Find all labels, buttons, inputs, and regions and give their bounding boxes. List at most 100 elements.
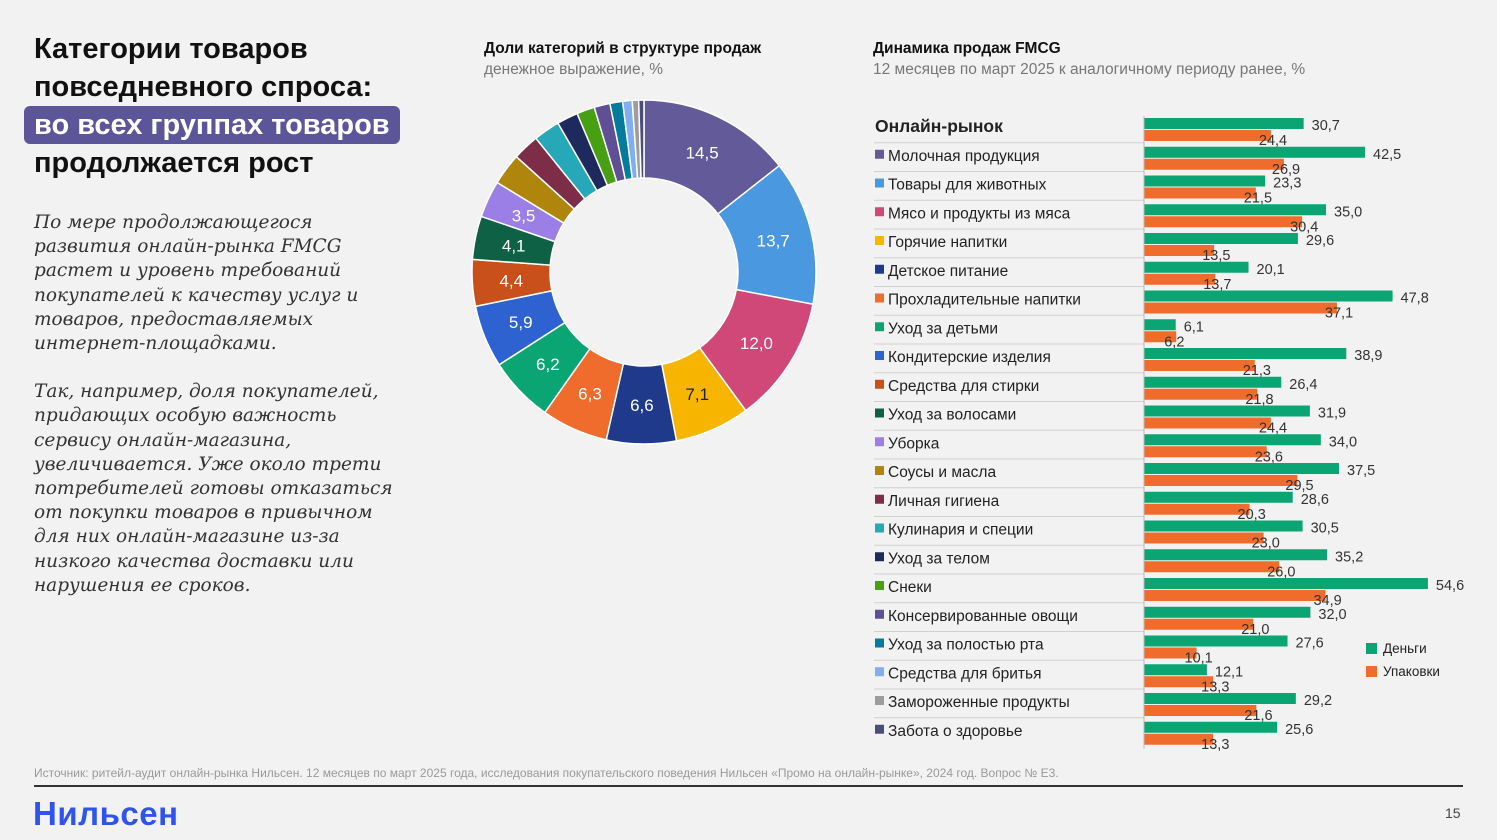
bar-units-label: 13,5 [1202,248,1230,264]
footer-divider [34,785,1463,787]
donut-slice [637,99,645,179]
bar-units [1144,388,1258,400]
category-label: Личная гигиена [888,493,1000,510]
title-line-1: Категории товаров [34,33,308,65]
title-line-2: повседневного спроса: [34,71,373,103]
bar-units [1144,158,1284,170]
bar-money [1144,693,1296,704]
source-note: Источник: ритейл-аудит онлайн-рынка Ниль… [34,766,1059,780]
bar-money-label: 34,0 [1329,434,1357,450]
category-swatch [875,552,884,562]
bar-money [1144,434,1321,446]
category-label: Уход за телом [888,550,990,567]
bar-units-label: 21,5 [1244,191,1272,207]
bar-money-label: 29,6 [1306,233,1334,249]
category-swatch [875,351,884,360]
legend-item-units: Упаковки [1366,664,1440,679]
bar-chart-subtitle: 12 месяцев по март 2025 к аналогичному п… [873,61,1306,78]
bar-units [1144,273,1216,285]
category-swatch [875,638,884,648]
bar-money-label: 30,5 [1311,521,1339,537]
bar-money [1144,635,1288,647]
category-label: Кулинария и специи [888,522,1033,539]
bar-units [1144,733,1214,745]
bar-money-label: 31,9 [1318,406,1346,422]
donut-slice-label: 7,1 [685,385,709,404]
bar-money [1144,721,1278,733]
category-swatch [875,379,884,389]
category-label: Горячие напитки [888,234,1007,251]
bar-units [1144,532,1264,544]
bar-money-label: 28,6 [1301,492,1329,508]
donut-chart: 14,5 13,7 12,0 7,1 6,6 6,3 6,2 5,9 4,4 4,1 3,5 [471,99,817,445]
bar-units [1144,475,1298,486]
donut-slice-label: 4,4 [499,272,523,291]
bar-units [1144,360,1255,371]
bar-units [1144,331,1177,343]
category-swatch [875,293,884,303]
category-swatch [875,724,884,734]
bar-money [1144,118,1304,129]
bar-money [1144,549,1328,561]
bar-units-label: 23,0 [1252,536,1280,552]
legend-item-money: Деньги [1366,641,1427,656]
bar-units [1144,705,1257,716]
category-label: Соусы и масла [888,464,996,481]
bar-money-label: 37,5 [1347,463,1375,479]
bar-money-label: 35,0 [1334,204,1362,220]
bar-units [1144,676,1214,688]
bar-units-label: 10,1 [1185,651,1213,667]
bar-units-label: 21,0 [1241,622,1269,638]
bar-money [1144,348,1347,359]
category-label: Товары для животных [888,177,1047,194]
bar-units [1144,590,1326,601]
bar-money [1144,405,1310,417]
bar-money [1144,463,1339,474]
category-swatch [875,494,884,504]
donut-slice-label: 5,9 [509,313,533,332]
bar-units-label: 24,4 [1259,421,1287,437]
intro-paragraph-2: Так, например, доля покупателей, придающ… [34,381,393,596]
bar-units-label: 6,2 [1164,334,1184,350]
bar-chart-title: Динамика продаж FMCG [873,40,1061,57]
category-swatch [875,523,884,533]
page-number: 15 [1445,805,1461,821]
bar-money-label: 35,2 [1335,549,1363,565]
category-swatch [875,609,884,619]
category-swatch [875,322,884,332]
bar-units-label: 13,3 [1201,679,1229,695]
bar-money [1144,376,1282,388]
category-label: Молочная продукция [888,148,1040,165]
legend-swatch-units [1366,666,1377,677]
category-swatch [875,149,884,159]
category-label: Уход за детьми [888,320,998,337]
bar-money [1144,146,1365,158]
category-swatch [875,581,884,590]
bar-money-label: 12,1 [1215,664,1243,680]
bar-units [1144,618,1254,630]
bar-units-label: 26,0 [1267,564,1295,580]
donut-slice-label: 12,0 [740,334,773,353]
category-label: Снеки [888,579,932,596]
bar-money-label: 47,8 [1401,291,1429,307]
intro-paragraph-1: По мере продолжающегося развития онлайн-… [34,212,359,355]
bar-money [1144,606,1311,618]
bar-money-label: 25,6 [1285,722,1313,738]
category-label: Кондитерские изделия [888,349,1051,366]
category-label: Забота о здоровье [888,723,1023,740]
category-label: Средства для бритья [888,665,1042,682]
category-label: Онлайн-рынок [875,116,1003,136]
bar-money-label: 29,2 [1304,693,1332,709]
bar-units [1144,446,1267,458]
bar-units-label: 30,4 [1290,219,1318,235]
bar-units-label: 21,3 [1243,363,1271,379]
category-swatch [875,696,884,705]
bar-units-label: 20,3 [1238,507,1266,523]
bar-money [1144,290,1393,302]
category-label: Прохладительные напитки [888,292,1081,309]
donut-slice-label: 14,5 [686,143,719,162]
bar-units-label: 26,9 [1272,162,1300,178]
category-label: Уборка [888,435,940,452]
donut-chart-subtitle: денежное выражение, % [484,61,663,78]
category-swatch [875,667,884,677]
